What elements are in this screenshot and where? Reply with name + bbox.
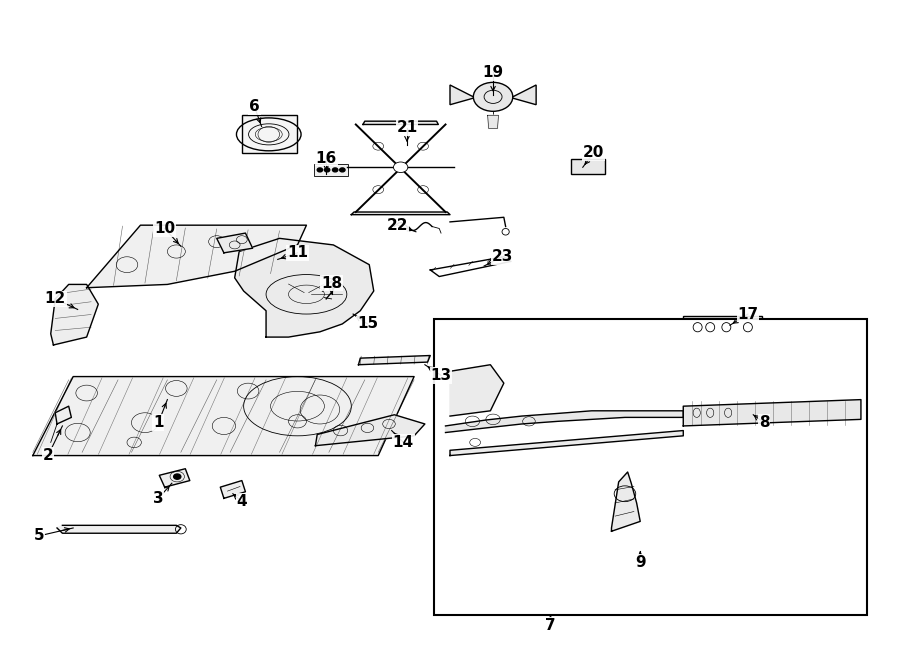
- Text: 10: 10: [154, 221, 176, 236]
- Text: 14: 14: [392, 435, 414, 450]
- Text: 4: 4: [237, 494, 248, 509]
- Polygon shape: [351, 212, 450, 215]
- Polygon shape: [217, 233, 253, 253]
- Circle shape: [174, 474, 181, 479]
- Polygon shape: [50, 284, 98, 345]
- Text: 9: 9: [634, 555, 645, 570]
- Bar: [242, 114, 298, 153]
- Circle shape: [473, 83, 513, 111]
- Text: 19: 19: [482, 65, 504, 80]
- Text: 20: 20: [583, 145, 604, 160]
- Circle shape: [339, 168, 345, 172]
- Text: 13: 13: [430, 368, 452, 383]
- Text: 17: 17: [737, 307, 759, 321]
- Text: 23: 23: [491, 249, 513, 264]
- Polygon shape: [450, 430, 683, 455]
- Polygon shape: [450, 365, 504, 416]
- Text: 5: 5: [34, 528, 44, 543]
- Bar: [687, 319, 759, 336]
- Text: 8: 8: [759, 415, 769, 430]
- Polygon shape: [86, 225, 306, 288]
- Text: 12: 12: [45, 292, 66, 307]
- Polygon shape: [32, 377, 414, 455]
- Polygon shape: [683, 400, 861, 426]
- Text: 7: 7: [545, 618, 556, 633]
- Circle shape: [317, 168, 322, 172]
- Polygon shape: [446, 410, 683, 432]
- Text: 22: 22: [387, 217, 409, 233]
- Polygon shape: [315, 414, 425, 446]
- Polygon shape: [488, 115, 499, 128]
- Polygon shape: [358, 356, 430, 365]
- Text: 21: 21: [396, 120, 418, 136]
- Text: 15: 15: [357, 317, 378, 331]
- Text: 11: 11: [287, 245, 308, 260]
- Text: 6: 6: [249, 99, 260, 114]
- Polygon shape: [363, 121, 438, 124]
- Polygon shape: [55, 407, 71, 424]
- Polygon shape: [159, 469, 190, 487]
- Polygon shape: [611, 472, 640, 531]
- Text: 3: 3: [153, 491, 164, 506]
- Polygon shape: [450, 85, 473, 104]
- Text: 16: 16: [316, 151, 337, 165]
- Bar: [313, 164, 347, 176]
- Text: 18: 18: [321, 276, 342, 291]
- Circle shape: [332, 168, 338, 172]
- Text: 2: 2: [42, 448, 53, 463]
- Polygon shape: [513, 85, 536, 104]
- Polygon shape: [57, 525, 181, 533]
- Bar: [683, 316, 762, 338]
- Polygon shape: [220, 481, 246, 498]
- Circle shape: [324, 168, 329, 172]
- Bar: [572, 159, 605, 174]
- Circle shape: [393, 162, 408, 173]
- Text: 1: 1: [153, 415, 164, 430]
- Polygon shape: [235, 239, 374, 337]
- Bar: [434, 319, 868, 615]
